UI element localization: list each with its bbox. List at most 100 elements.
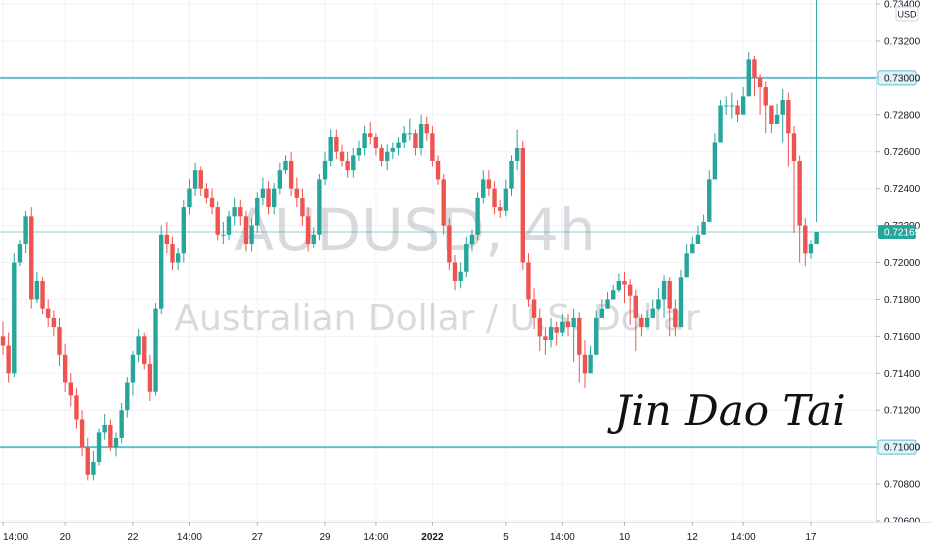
candle-28 — [159, 225, 164, 315]
candle-130 — [735, 100, 740, 123]
candle-body — [684, 253, 689, 278]
candle-body — [317, 179, 322, 235]
candle-body — [537, 317, 542, 337]
candle-139 — [786, 92, 791, 167]
candle-body — [571, 317, 576, 328]
candle-133 — [752, 55, 757, 97]
candle-101 — [571, 308, 576, 363]
signature-mark: Jin Dao Tai — [606, 386, 845, 435]
candle-body — [385, 151, 390, 161]
candle-body — [797, 160, 802, 226]
candle-54 — [305, 207, 311, 252]
candle-118 — [667, 277, 672, 337]
candle-body — [40, 280, 45, 309]
candle-body — [91, 461, 96, 475]
candle-74 — [418, 114, 424, 156]
candle-86 — [486, 170, 492, 197]
candle-15 — [85, 437, 90, 481]
candle-body — [492, 188, 497, 208]
candle-96 — [543, 327, 548, 355]
candle-104 — [588, 345, 593, 374]
candle-129 — [729, 92, 735, 119]
candle-body — [424, 124, 429, 134]
time-tick-label-2: 22 — [127, 532, 139, 543]
price-axis[interactable]: 0.73400 0.73200 0.73000 0.72800 0.72600 0.724… — [876, 0, 932, 550]
price-tick-label-0: 0.73400 — [884, 0, 921, 11]
price-tick-label-8: 0.71800 — [884, 295, 921, 306]
signature-text: Jin Dao Tai — [606, 386, 845, 435]
candle-142 — [803, 218, 808, 267]
candle-25 — [142, 332, 147, 370]
candle-137 — [774, 103, 780, 125]
horizontal-levels[interactable] — [0, 76, 876, 449]
candle-body — [769, 105, 774, 125]
candle-body — [339, 151, 345, 161]
candle-body — [379, 148, 384, 161]
candle-body — [266, 188, 271, 208]
candle-135 — [763, 81, 768, 134]
candle-143 — [808, 240, 814, 259]
candle-29 — [164, 221, 170, 254]
candle-body — [362, 133, 367, 149]
candle-112 — [633, 290, 638, 352]
candle-107 — [605, 292, 610, 309]
candle-body — [373, 136, 379, 149]
time-tick-label-3: 14:00 — [177, 532, 202, 543]
time-tick-label-4: 27 — [252, 532, 264, 543]
candle-6 — [34, 271, 40, 304]
candle-body — [435, 160, 441, 180]
candle-76 — [430, 125, 435, 167]
candle-50 — [283, 155, 288, 174]
time-axis[interactable]: 14:00 20 22 14:00 27 29 14:00 2022 5 14:00 10 12 14:… — [0, 522, 932, 550]
candle-body — [418, 124, 424, 149]
candle-body — [560, 321, 565, 333]
candle-body — [486, 179, 492, 189]
candle-63 — [356, 140, 362, 161]
candle-58 — [328, 129, 333, 167]
candle-body — [718, 105, 723, 143]
candle-body — [401, 133, 407, 143]
candle-body — [6, 345, 11, 374]
candle-body — [147, 364, 153, 392]
candle-body — [34, 280, 40, 300]
candle-75 — [424, 116, 429, 141]
candle-35 — [198, 166, 203, 197]
candle-body — [803, 225, 808, 254]
candle-body — [475, 197, 480, 235]
candle-body — [633, 295, 638, 318]
candle-88 — [498, 199, 503, 219]
candle-body — [305, 216, 311, 245]
candle-body — [334, 136, 339, 152]
candle-77 — [435, 155, 441, 185]
candle-110 — [622, 271, 627, 304]
candle-body — [345, 160, 350, 171]
candle-57 — [322, 151, 328, 185]
candle-21 — [119, 402, 124, 444]
candle-body — [656, 299, 661, 309]
candle-body — [255, 197, 260, 226]
candle-body — [175, 253, 181, 263]
price-tick-label-9: 0.71600 — [884, 332, 921, 343]
price-tick-label-11: 0.71200 — [884, 406, 921, 417]
candle-84 — [475, 192, 480, 241]
candle-87 — [492, 181, 497, 215]
candle-body — [238, 207, 243, 217]
price-tick-label-7: 0.72000 — [884, 258, 921, 269]
candle-body — [198, 170, 203, 189]
candle-body — [119, 410, 124, 438]
candle-body — [774, 114, 780, 125]
candle-body — [514, 148, 520, 161]
level-price-label-1: 0.71000 — [884, 443, 921, 454]
candle-body — [678, 277, 684, 328]
candle-body — [260, 188, 266, 198]
candle-85 — [481, 170, 486, 204]
candle-body — [68, 382, 73, 396]
candle-body — [300, 197, 305, 217]
currency-badge-box — [895, 6, 919, 22]
candle-13 — [74, 388, 79, 429]
candle-94 — [531, 288, 537, 329]
candle-body — [322, 160, 328, 180]
candle-59 — [334, 129, 339, 160]
candle-body — [509, 160, 514, 189]
